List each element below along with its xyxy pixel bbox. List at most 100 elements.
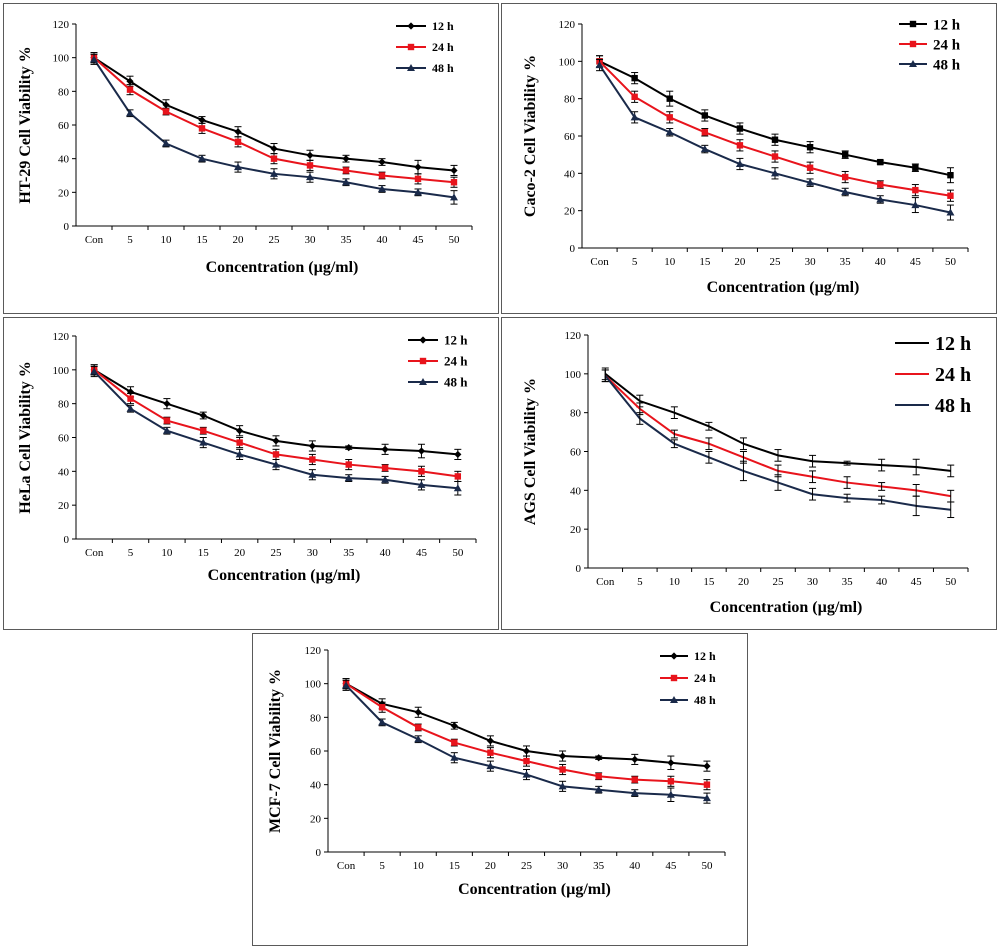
x-axis-title: Concentration (µg/ml): [710, 599, 863, 616]
data-point: [487, 749, 494, 756]
series-line: [93, 370, 458, 490]
data-point: [701, 129, 709, 136]
data-point: [703, 781, 711, 788]
x-tick-label: 5: [128, 547, 134, 559]
data-point: [522, 747, 531, 755]
y-tick-label: 80: [564, 94, 576, 106]
data-point: [771, 169, 779, 177]
chart-ags: 0 20 40 60 80 100 120 Con 5 10 15 20 25 30 35 40 45 50 Con…: [522, 330, 971, 616]
y-tick-label: 60: [58, 433, 70, 445]
data-point: [378, 718, 387, 726]
x-tick-label: 30: [805, 256, 817, 268]
series-48h: [601, 369, 955, 519]
data-point: [163, 400, 171, 408]
y-tick-label: 40: [570, 485, 582, 497]
data-point: [594, 785, 603, 793]
data-point: [342, 681, 351, 689]
series-12h: [596, 55, 954, 184]
legend-label: 48 h: [694, 693, 716, 707]
data-point: [162, 108, 170, 115]
x-tick-label: 50: [701, 860, 713, 872]
data-point: [450, 166, 458, 175]
data-point: [771, 136, 779, 143]
x-tick-label: 45: [413, 234, 425, 246]
legend-marker: [419, 336, 427, 344]
data-point: [666, 114, 673, 121]
data-point: [735, 160, 744, 167]
data-point: [342, 155, 350, 163]
y-tick-label: 60: [570, 447, 582, 459]
x-tick-label: 35: [840, 256, 852, 268]
x-tick-label: 35: [341, 234, 353, 246]
data-point: [559, 766, 566, 773]
x-tick-label: 35: [842, 576, 854, 588]
y-tick-label: 120: [565, 330, 582, 342]
data-point: [198, 116, 206, 124]
data-point: [911, 201, 920, 209]
legend-label: 48 h: [933, 57, 961, 73]
data-point: [306, 173, 314, 181]
data-point: [522, 770, 531, 778]
x-axis-title: Concentration (µg/ml): [208, 567, 361, 584]
data-point: [806, 144, 814, 151]
data-point: [381, 445, 389, 453]
y-tick-label: 0: [64, 221, 70, 233]
data-point: [306, 162, 314, 169]
x-tick-label: 25: [770, 256, 782, 268]
x-tick-label: 25: [773, 576, 785, 588]
chart-hela: 0 20 40 60 80 100 120 Con 5 10 15 20 25 30 35 40 45 50 Con…: [17, 331, 477, 584]
data-point: [947, 192, 954, 199]
data-point: [486, 737, 495, 745]
x-tick-label: Con: [85, 234, 104, 246]
panel-mcf7: 0 20 40 60 80 100 120 Con 5 10 15 20 25 30 35 40 45 50 Con…: [252, 633, 748, 946]
data-point: [342, 178, 350, 186]
data-point: [417, 447, 426, 455]
data-point: [806, 178, 815, 186]
x-tick-label: 50: [449, 234, 461, 246]
data-point: [270, 144, 278, 153]
data-point: [199, 438, 208, 446]
x-tick-label: 20: [485, 860, 497, 872]
x-tick-label: 5: [127, 234, 133, 246]
legend-label: 12 h: [432, 19, 454, 33]
y-tick-label: 0: [576, 563, 582, 575]
x-tick-label: Con: [337, 860, 356, 872]
data-point: [631, 755, 639, 764]
legend-label: 24 h: [933, 37, 961, 53]
data-point: [381, 464, 389, 472]
y-tick-label: 120: [53, 331, 70, 343]
x-tick-label: 45: [911, 576, 923, 588]
y-tick-label: 40: [58, 154, 70, 166]
data-point: [272, 451, 280, 458]
data-point: [595, 773, 602, 780]
data-point: [947, 172, 954, 179]
y-tick-label: 120: [53, 19, 70, 31]
chart-caco2: 0 20 40 60 80 100 120 Con 5 10 15 20 25 30 35 40 45 50 Con…: [522, 17, 969, 296]
legend-marker: [670, 674, 678, 682]
data-point: [308, 442, 316, 450]
x-tick-label: 10: [413, 860, 425, 872]
x-tick-label: 40: [875, 256, 887, 268]
x-tick-label: 40: [629, 860, 641, 872]
data-point: [308, 470, 317, 478]
data-point: [344, 474, 353, 482]
series-24h: [342, 678, 711, 791]
legend-marker: [419, 378, 427, 385]
data-point: [162, 139, 170, 147]
y-tick-label: 20: [58, 500, 70, 512]
data-point: [270, 155, 278, 162]
x-axis-title: Concentration (µg/ml): [206, 259, 359, 276]
x-tick-label: 45: [416, 547, 428, 559]
legend-marker: [670, 652, 678, 660]
data-point: [666, 95, 673, 102]
data-point: [199, 411, 207, 420]
data-point: [806, 164, 814, 171]
series-24h: [90, 52, 458, 188]
data-point: [126, 404, 135, 412]
x-tick-label: 15: [197, 234, 209, 246]
legend-marker: [909, 20, 917, 28]
legend-marker: [407, 22, 415, 30]
series-48h: [342, 679, 711, 804]
x-tick-label: 15: [198, 547, 210, 559]
panel-ht29: 0 20 40 60 80 100 120 Con 5 10 15 20 25 30 35 40 45 50 Con…: [3, 3, 499, 314]
